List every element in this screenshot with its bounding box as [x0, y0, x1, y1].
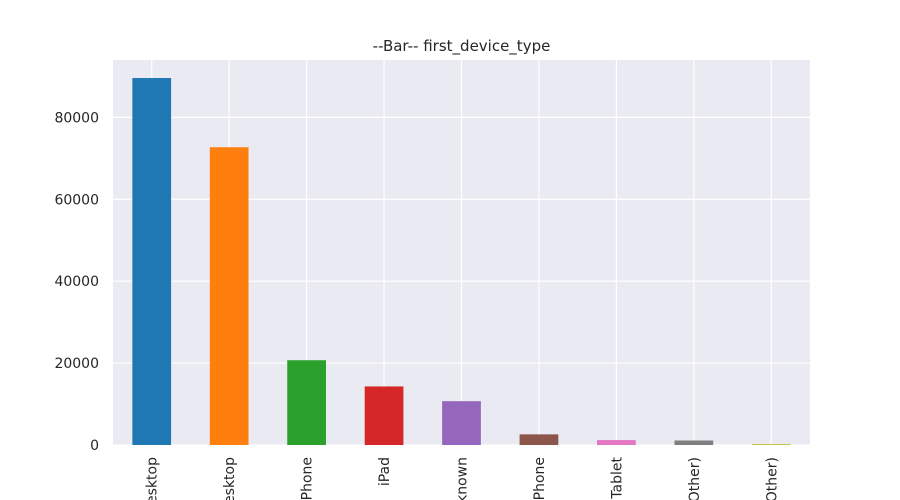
y-tick-label: 80000	[54, 110, 99, 126]
y-axis-ticks: 0 20000 40000 60000 80000	[54, 110, 99, 454]
x-tick-label: esktop	[222, 457, 238, 500]
bar	[287, 360, 326, 445]
bar	[132, 78, 172, 446]
y-tick-label: 40000	[54, 274, 99, 290]
bar	[519, 434, 559, 445]
bar	[442, 401, 481, 445]
chart-title: --Bar-- first_device_type	[373, 37, 551, 56]
bar	[364, 386, 404, 445]
x-tick-label: iPad	[377, 457, 393, 486]
y-tick-label: 0	[90, 438, 99, 454]
x-tick-label: Phone	[532, 457, 548, 500]
x-tick-label: esktop	[145, 457, 161, 500]
bar	[751, 444, 791, 445]
x-tick-label: known	[455, 457, 471, 500]
x-tick-label: Other)	[764, 457, 780, 500]
bar	[597, 440, 636, 445]
y-tick-label: 20000	[54, 356, 99, 372]
bar	[674, 440, 714, 445]
x-axis-ticks: esktop esktop Phone iPad known Phone Tablet Oth…	[145, 457, 781, 500]
y-tick-label: 60000	[54, 192, 99, 208]
x-tick-label: Phone	[300, 457, 316, 500]
x-tick-label: Other)	[687, 457, 703, 500]
bars	[132, 78, 791, 446]
x-tick-label: Tablet	[609, 457, 625, 500]
bar	[209, 147, 249, 445]
